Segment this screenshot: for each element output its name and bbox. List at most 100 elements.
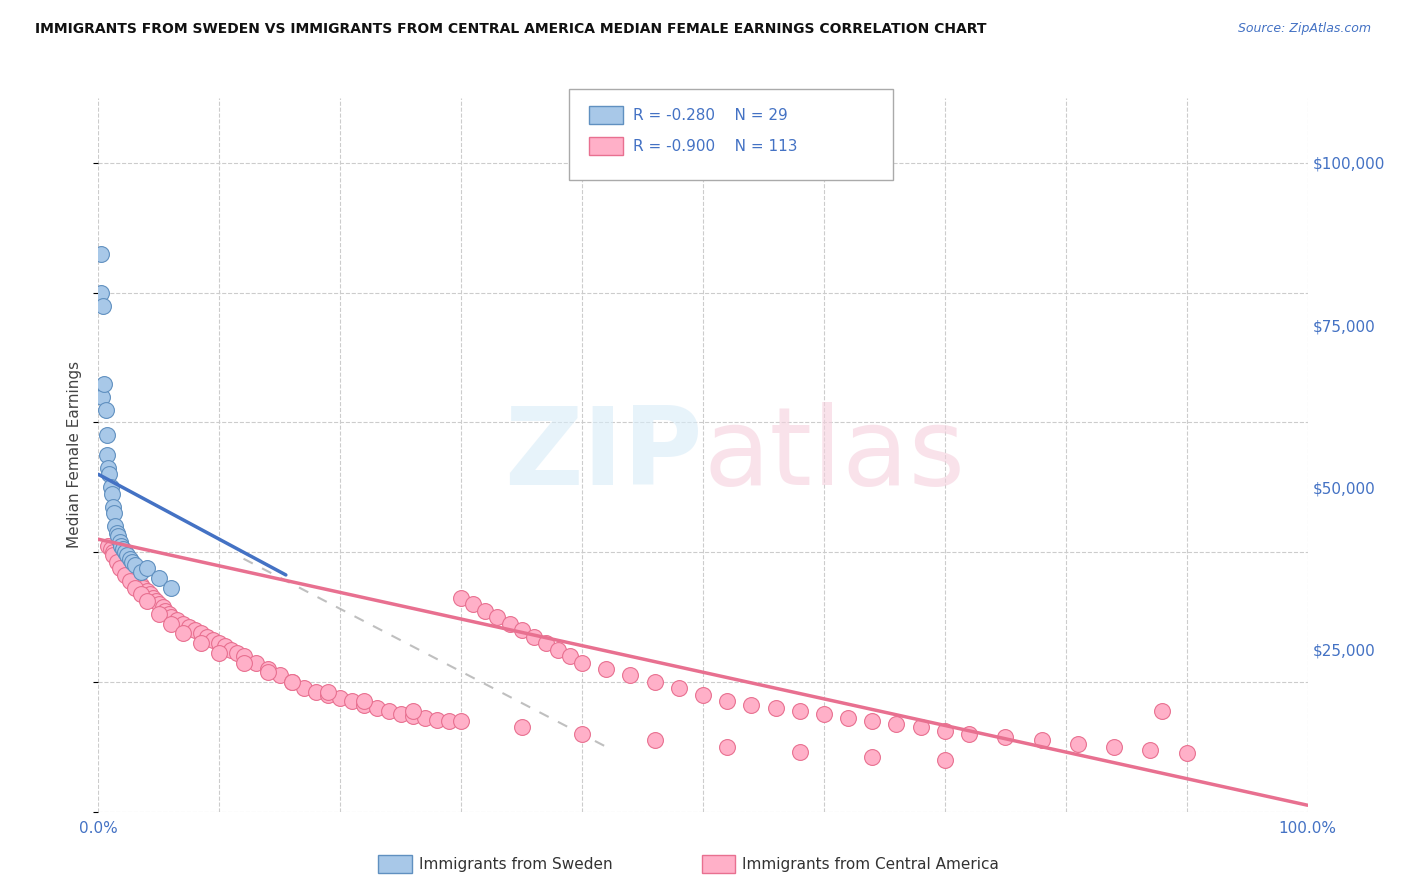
Point <box>1152 704 1174 718</box>
Text: atlas: atlas <box>703 402 965 508</box>
Point <box>329 691 352 706</box>
Point <box>91 390 114 404</box>
Point <box>463 597 485 611</box>
Point <box>644 733 666 747</box>
Point <box>245 656 267 670</box>
Point <box>97 461 120 475</box>
Point <box>202 632 225 647</box>
Point <box>148 571 170 585</box>
Point <box>1102 739 1125 754</box>
Text: Immigrants from Central America: Immigrants from Central America <box>742 857 1000 871</box>
Point <box>402 708 425 723</box>
Point <box>97 539 120 553</box>
Point <box>100 480 122 494</box>
Point <box>450 714 472 728</box>
Point <box>226 646 249 660</box>
Point <box>101 549 124 563</box>
Point <box>124 581 146 595</box>
Point <box>127 574 149 589</box>
Point <box>101 545 124 559</box>
Point <box>426 713 449 727</box>
Point <box>474 604 496 618</box>
Point <box>100 487 122 501</box>
Point <box>142 591 165 605</box>
Text: Source: ZipAtlas.com: Source: ZipAtlas.com <box>1237 22 1371 36</box>
Point <box>148 597 170 611</box>
Point <box>789 704 811 718</box>
Point <box>316 688 339 702</box>
Point <box>129 577 152 591</box>
Point <box>389 707 412 722</box>
Point <box>118 551 141 566</box>
Point <box>450 591 472 605</box>
Point <box>934 723 956 738</box>
Point <box>108 561 131 575</box>
Point <box>316 684 339 698</box>
Point <box>166 613 188 627</box>
Point <box>107 551 129 566</box>
Point <box>305 684 328 698</box>
Point <box>342 694 364 708</box>
Point <box>934 753 956 767</box>
Point <box>1031 733 1053 747</box>
Point <box>377 704 399 718</box>
Point <box>716 739 738 754</box>
Point <box>160 610 183 624</box>
Point <box>105 555 128 569</box>
Point <box>558 648 581 663</box>
Point <box>105 525 128 540</box>
Point <box>160 581 183 595</box>
Point <box>96 448 118 462</box>
Point <box>90 285 112 300</box>
Point <box>108 555 131 569</box>
Point <box>366 701 388 715</box>
Point <box>100 541 122 556</box>
Point <box>437 714 460 728</box>
Point <box>269 668 291 682</box>
Point <box>1139 743 1161 757</box>
Point <box>571 727 593 741</box>
Point <box>114 568 136 582</box>
Point <box>232 656 254 670</box>
Point <box>104 519 127 533</box>
Point <box>813 707 835 722</box>
Point <box>256 665 278 680</box>
Point <box>90 247 112 261</box>
Point <box>110 539 132 553</box>
Point <box>994 730 1017 744</box>
Point <box>104 549 127 563</box>
Point <box>886 717 908 731</box>
Point <box>510 623 533 637</box>
Point <box>195 630 218 644</box>
Point <box>910 720 932 734</box>
Point <box>523 630 546 644</box>
Point <box>96 428 118 442</box>
Point <box>124 558 146 573</box>
Point <box>837 711 859 725</box>
Point <box>118 565 141 579</box>
Point <box>957 727 980 741</box>
Point <box>1175 747 1198 761</box>
Point <box>129 565 152 579</box>
Point <box>98 467 121 482</box>
Point <box>120 568 142 582</box>
Point <box>153 604 176 618</box>
Text: ZIP: ZIP <box>505 402 703 508</box>
Point <box>740 698 762 712</box>
Text: Immigrants from Sweden: Immigrants from Sweden <box>419 857 613 871</box>
Point <box>860 714 883 728</box>
Point <box>353 698 375 712</box>
Point <box>132 581 155 595</box>
Text: IMMIGRANTS FROM SWEDEN VS IMMIGRANTS FROM CENTRAL AMERICA MEDIAN FEMALE EARNINGS: IMMIGRANTS FROM SWEDEN VS IMMIGRANTS FRO… <box>35 22 987 37</box>
Point <box>765 701 787 715</box>
Point <box>486 610 509 624</box>
Point <box>160 616 183 631</box>
Point <box>93 376 115 391</box>
Point <box>619 668 641 682</box>
Point <box>534 636 557 650</box>
Point <box>107 529 129 543</box>
Point <box>716 694 738 708</box>
Point <box>692 688 714 702</box>
Point <box>668 681 690 696</box>
Point <box>135 561 157 575</box>
